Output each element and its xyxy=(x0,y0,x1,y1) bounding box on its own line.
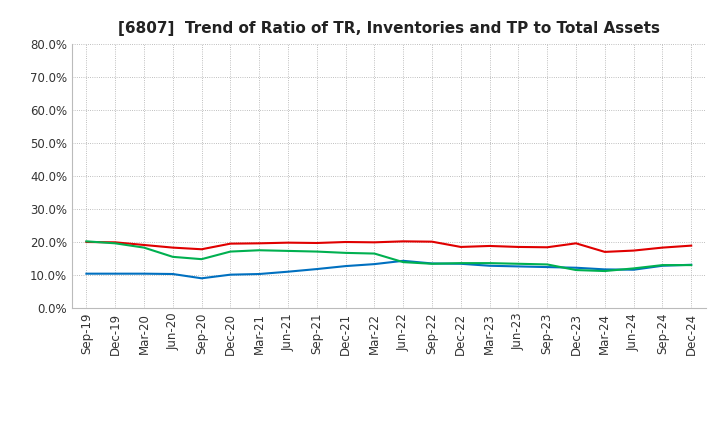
Trade Receivables xyxy=(514,244,523,249)
Inventories xyxy=(456,261,465,266)
Trade Payables xyxy=(197,257,206,262)
Inventories xyxy=(428,261,436,266)
Inventories xyxy=(572,265,580,270)
Trade Receivables xyxy=(428,239,436,244)
Trade Payables xyxy=(658,262,667,268)
Trade Payables xyxy=(629,266,638,271)
Inventories xyxy=(658,263,667,268)
Trade Receivables xyxy=(82,239,91,245)
Inventories xyxy=(629,267,638,272)
Trade Payables xyxy=(456,260,465,266)
Inventories xyxy=(514,264,523,269)
Trade Payables xyxy=(428,261,436,266)
Trade Payables xyxy=(399,260,408,265)
Trade Payables xyxy=(284,248,292,253)
Inventories xyxy=(226,272,235,277)
Inventories xyxy=(284,269,292,275)
Trade Payables xyxy=(514,261,523,266)
Inventories xyxy=(312,267,321,272)
Trade Payables xyxy=(485,260,494,266)
Trade Receivables xyxy=(111,240,120,245)
Trade Receivables xyxy=(687,243,696,248)
Inventories xyxy=(255,271,264,277)
Trade Receivables xyxy=(226,241,235,246)
Inventories xyxy=(543,264,552,270)
Inventories xyxy=(197,275,206,281)
Trade Payables xyxy=(255,248,264,253)
Trade Payables xyxy=(543,262,552,267)
Trade Payables xyxy=(140,245,148,250)
Trade Payables xyxy=(82,238,91,244)
Trade Receivables xyxy=(600,249,609,254)
Trade Receivables xyxy=(658,245,667,250)
Trade Payables xyxy=(226,249,235,254)
Inventories xyxy=(370,261,379,267)
Line: Trade Payables: Trade Payables xyxy=(86,241,691,271)
Trade Receivables xyxy=(140,242,148,248)
Trade Payables xyxy=(168,254,177,260)
Title: [6807]  Trend of Ratio of TR, Inventories and TP to Total Assets: [6807] Trend of Ratio of TR, Inventories… xyxy=(118,21,660,36)
Inventories xyxy=(600,267,609,272)
Trade Receivables xyxy=(456,244,465,249)
Inventories xyxy=(399,258,408,264)
Trade Receivables xyxy=(168,245,177,250)
Trade Payables xyxy=(111,241,120,246)
Trade Payables xyxy=(687,262,696,268)
Inventories xyxy=(341,264,350,269)
Trade Receivables xyxy=(629,248,638,253)
Line: Trade Receivables: Trade Receivables xyxy=(86,241,691,252)
Inventories xyxy=(140,271,148,276)
Trade Receivables xyxy=(312,240,321,246)
Trade Payables xyxy=(572,268,580,273)
Trade Receivables xyxy=(485,243,494,249)
Trade Receivables xyxy=(572,241,580,246)
Inventories xyxy=(485,263,494,268)
Trade Receivables xyxy=(543,245,552,250)
Trade Receivables xyxy=(284,240,292,245)
Trade Receivables xyxy=(370,240,379,245)
Line: Inventories: Inventories xyxy=(86,261,691,279)
Trade Receivables xyxy=(399,238,408,244)
Inventories xyxy=(687,262,696,268)
Trade Payables xyxy=(370,251,379,256)
Trade Payables xyxy=(341,250,350,256)
Inventories xyxy=(82,271,91,276)
Inventories xyxy=(168,271,177,277)
Inventories xyxy=(111,271,120,276)
Trade Receivables xyxy=(341,239,350,245)
Trade Receivables xyxy=(197,246,206,252)
Trade Payables xyxy=(600,268,609,274)
Trade Receivables xyxy=(255,241,264,246)
Trade Payables xyxy=(312,249,321,254)
